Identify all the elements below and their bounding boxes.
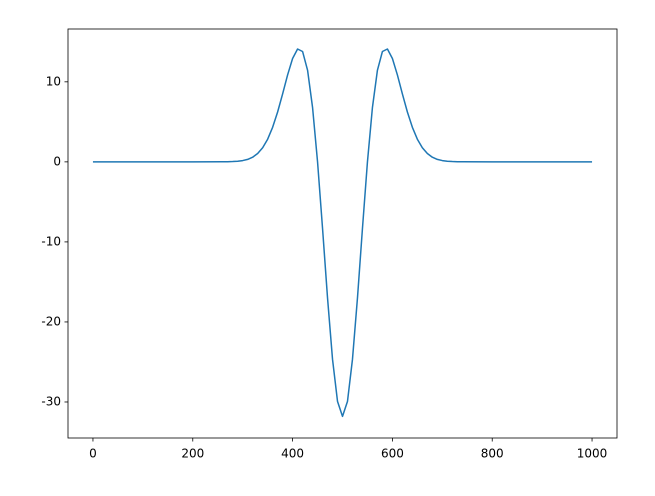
x-tick-label: 1000 [577, 447, 608, 461]
y-tick-label: -30 [41, 394, 61, 408]
y-tick-label: -20 [41, 314, 61, 328]
x-tick-label: 400 [281, 447, 304, 461]
x-tick-label: 800 [481, 447, 504, 461]
x-tick-label: 600 [381, 447, 404, 461]
x-tick-label: 0 [89, 447, 97, 461]
y-tick-label: -10 [41, 234, 61, 248]
y-tick-label: 10 [46, 74, 61, 88]
plot-frame [67, 28, 618, 439]
y-tick-label: 0 [53, 154, 61, 168]
x-tick-label: 200 [181, 447, 204, 461]
data-line [92, 48, 593, 418]
